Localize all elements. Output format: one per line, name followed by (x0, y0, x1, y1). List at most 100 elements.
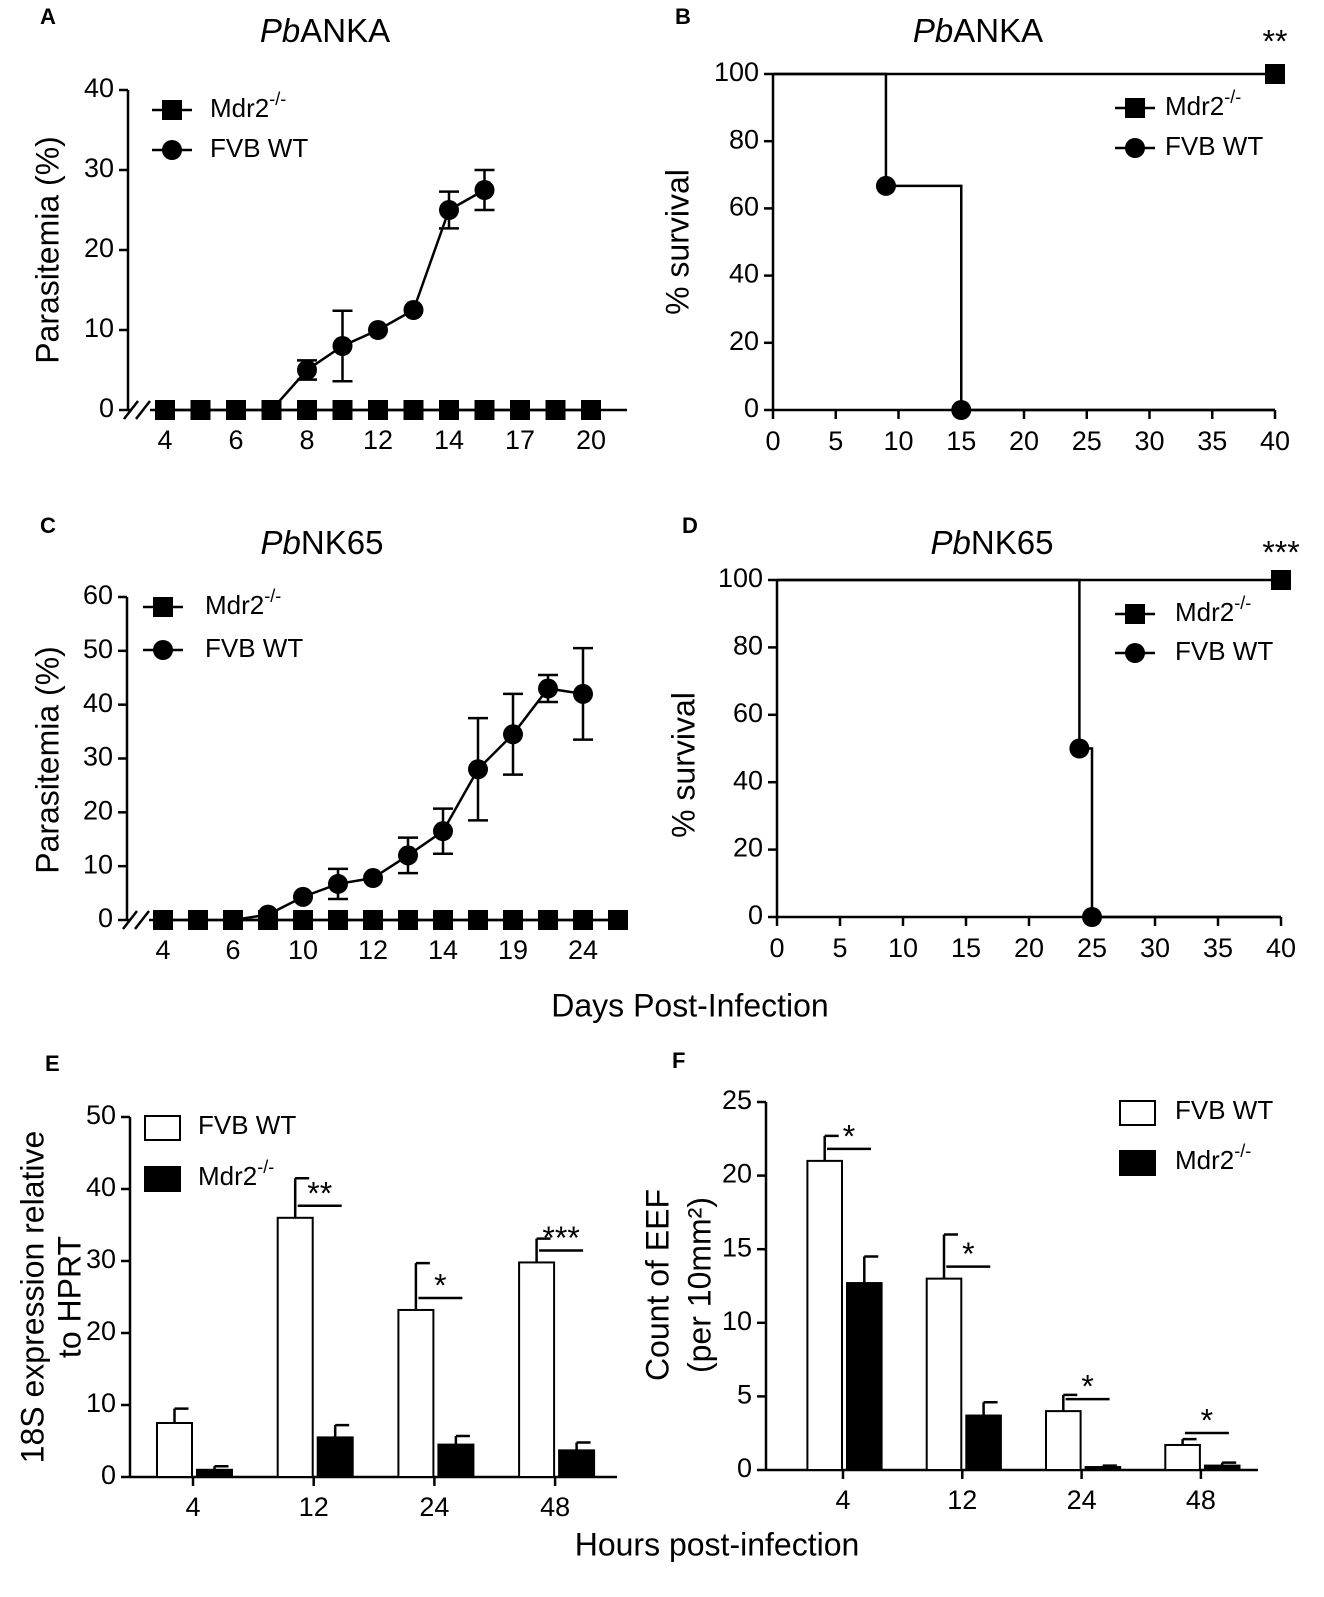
legend-label: Mdr2-/- (198, 1157, 274, 1191)
circle-marker (223, 910, 243, 930)
error-bar (535, 1237, 551, 1263)
square-marker (293, 910, 313, 930)
bar (806, 1159, 844, 1471)
circle-marker (538, 678, 558, 699)
y-tick-label: 40 (83, 688, 113, 718)
legend-name: FVB WT (210, 133, 308, 163)
y-tick-label: 80 (733, 631, 763, 661)
x-tick-label: 15 (951, 933, 981, 963)
y-tick-label: 40 (84, 73, 114, 103)
x-tick-label: 4 (835, 1485, 850, 1515)
y-tick-label: 10 (84, 313, 114, 343)
legend-name: FVB WT (1165, 131, 1263, 161)
bar (846, 1282, 883, 1472)
bar (437, 1443, 475, 1478)
legend-swatch (1119, 1150, 1156, 1176)
y-axis-label: Parasitemia (%) (29, 136, 65, 364)
y-axis-label: to HPRT (51, 1236, 87, 1358)
circle-marker (573, 683, 593, 704)
bar (155, 1422, 193, 1478)
y-tick-label: 20 (722, 1159, 752, 1189)
x-tick-label: 12 (358, 935, 388, 965)
x-tick-label: 5 (828, 426, 843, 456)
square-marker (1271, 570, 1291, 590)
x-tick-label: 48 (1186, 1485, 1216, 1515)
annotation: *** (1262, 534, 1299, 570)
square-marker (190, 400, 211, 420)
x-tick-label: 0 (765, 426, 780, 456)
y-tick-label: 20 (733, 833, 763, 863)
x-tick-label: 14 (434, 425, 464, 455)
circle-marker (1125, 138, 1145, 158)
y-tick-label: 0 (744, 393, 759, 423)
significance-label: * (1081, 1369, 1093, 1405)
x-tick-label: 30 (1140, 933, 1170, 963)
legend-label: FVB WT (1165, 131, 1263, 161)
legend-superscript: -/- (269, 89, 286, 109)
square-marker (363, 910, 383, 930)
x-tick-label: 40 (1266, 933, 1296, 963)
square-marker (1125, 604, 1145, 624)
circle-marker (1082, 907, 1102, 927)
title-text: ANKA (953, 12, 1043, 49)
square-marker (439, 400, 459, 420)
circle-marker (162, 140, 182, 160)
x-tick-label: 10 (288, 935, 318, 965)
circle-marker (293, 886, 313, 907)
x-tick-label: 4 (157, 425, 172, 455)
circle-marker (398, 845, 418, 866)
y-tick-label: 20 (84, 233, 114, 263)
legend-label: Mdr2-/- (1165, 87, 1241, 121)
survival-line (777, 578, 1281, 919)
error-bar (454, 1434, 470, 1445)
square-marker (545, 400, 566, 420)
x-tick-label: 6 (228, 425, 243, 455)
y-tick-label: 10 (86, 1388, 116, 1418)
error-bar (173, 1407, 189, 1423)
legend-label: Mdr2-/- (1175, 1141, 1251, 1175)
x-tick-label: 25 (1072, 426, 1102, 456)
bar (1045, 1410, 1082, 1471)
x-tick-label: 25 (1077, 933, 1107, 963)
y-tick-label: 40 (733, 765, 763, 795)
title-text: NK65 (301, 524, 384, 561)
legend-label: Mdr2-/- (210, 89, 286, 123)
circle-marker (153, 640, 173, 660)
x-tick-label: 10 (883, 426, 913, 456)
y-tick-label: 80 (729, 124, 759, 154)
circle-marker (261, 400, 282, 420)
y-tick-label: 30 (83, 742, 113, 772)
bar (1203, 1464, 1241, 1471)
legend-name: FVB WT (205, 633, 303, 663)
x-axis-label: Hours post-infection (575, 1526, 860, 1562)
square-marker (328, 910, 348, 930)
circle-marker (439, 200, 459, 220)
circle-marker (503, 724, 523, 745)
legend-superscript: -/- (264, 586, 281, 606)
x-tick-label: 12 (299, 1492, 329, 1522)
x-tick-label: 48 (540, 1492, 570, 1522)
title-text: ANKA (300, 12, 390, 49)
x-tick-label: 17 (505, 425, 535, 455)
error-bar (823, 1134, 839, 1161)
y-tick-label: 25 (722, 1085, 752, 1115)
square-marker (1125, 98, 1145, 118)
bar (397, 1308, 435, 1478)
x-tick-label: 40 (1260, 426, 1290, 456)
bar (196, 1468, 234, 1479)
y-axis-label: % survival (659, 169, 695, 315)
square-marker (503, 910, 523, 930)
significance-label: * (843, 1118, 855, 1154)
y-axis-label: 18S expression relative (14, 1131, 50, 1464)
panel-label: D (682, 513, 698, 538)
legend-name: Mdr2 (205, 590, 264, 620)
y-tick-label: 60 (729, 192, 759, 222)
error-bar (982, 1401, 998, 1416)
legend-label: Mdr2-/- (205, 586, 281, 620)
legend-swatch (144, 1115, 181, 1141)
y-tick-label: 20 (729, 326, 759, 356)
y-tick-label: 0 (748, 900, 763, 930)
series-line (232, 687, 584, 922)
y-tick-label: 0 (737, 1453, 752, 1483)
title-text: NK65 (971, 524, 1054, 561)
